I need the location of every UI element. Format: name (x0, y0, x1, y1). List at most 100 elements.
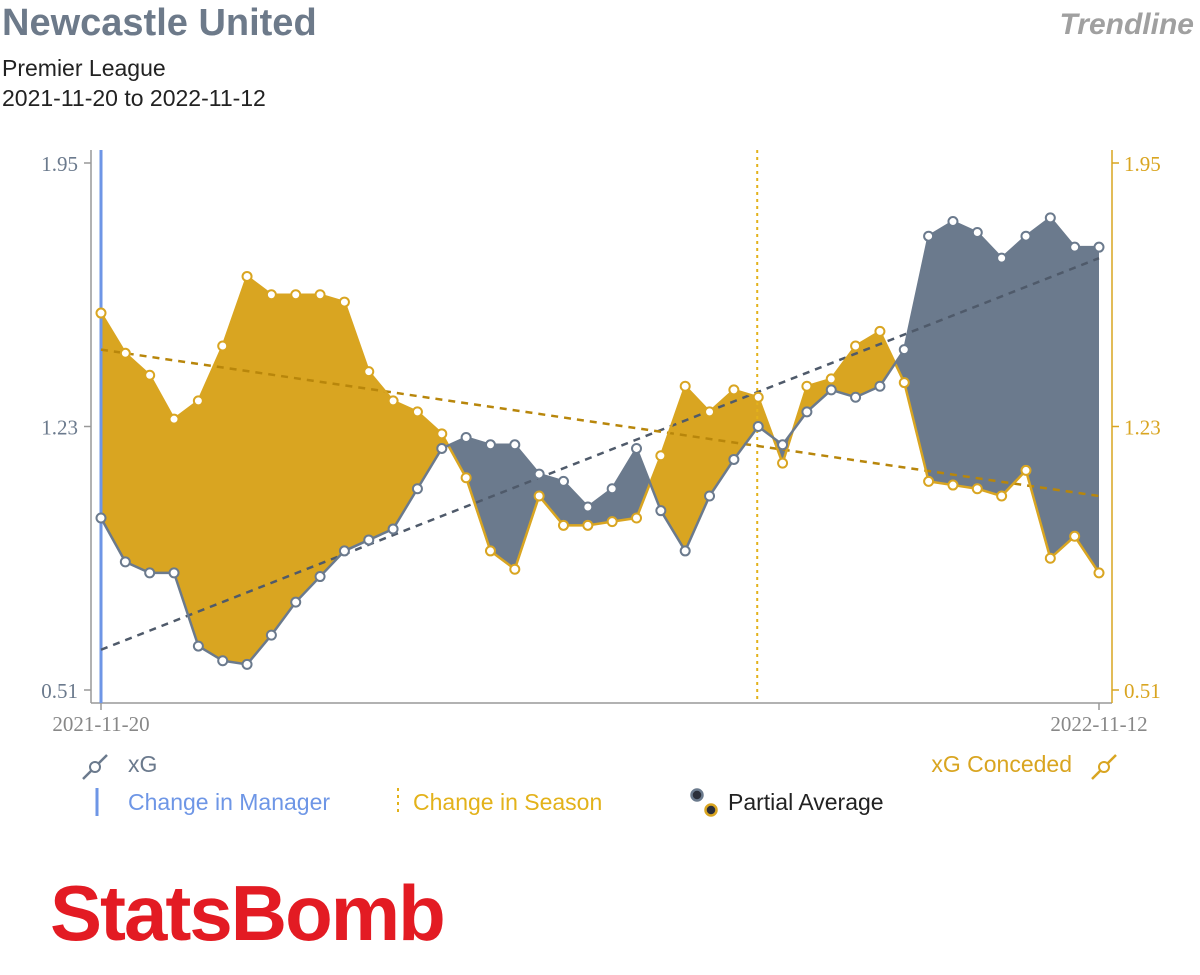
difference-area (101, 276, 449, 665)
xg-point (411, 483, 423, 495)
xg-conceded-point (631, 512, 643, 524)
xg-conceded-point (655, 450, 667, 462)
legend-partial-average-label: Partial Average (728, 789, 884, 815)
xg-point (971, 227, 983, 239)
chart-axes: 1.95 1.23 0.51 1.95 1.23 0.51 2021-11-20 2022-1… (41, 150, 1161, 736)
legend-season-change-label: Change in Season (413, 789, 603, 815)
xg-conceded-point (850, 340, 862, 352)
xg-conceded-point (752, 391, 764, 403)
xg-point (1044, 212, 1056, 224)
legend-partial-average-xg-icon (690, 788, 704, 802)
xg-point (947, 216, 959, 228)
difference-area (448, 437, 651, 570)
xg-point (825, 384, 837, 396)
xg-point (460, 431, 472, 443)
xg-point (192, 640, 204, 652)
legend-xg-icon-point (89, 761, 101, 773)
trend-lines (100, 256, 1100, 651)
xg-conceded-point (144, 369, 156, 381)
xg-point (509, 439, 521, 451)
xg-conceded-point (923, 475, 935, 487)
left-tick-label: 1.23 (41, 416, 78, 440)
xg-conceded-point (1093, 567, 1105, 579)
xg-conceded-point (679, 380, 691, 392)
xg-point (655, 505, 667, 517)
xg-point (752, 421, 764, 432)
xg-trend-line (100, 256, 1100, 651)
xg-conceded-point (582, 519, 594, 531)
xg-conceded-point (874, 325, 886, 337)
xg-conceded-point (777, 457, 789, 469)
trendline-tag: Trendline (1059, 8, 1194, 41)
xg-point (168, 567, 180, 579)
legend-xg-label: xG (128, 751, 158, 777)
xg-conceded-point (1020, 464, 1032, 476)
difference-area (895, 217, 1099, 573)
legend-xg-conceded-label: xG Conceded (931, 751, 1072, 777)
left-tick-label: 0.51 (41, 679, 78, 703)
legend-icons (82, 754, 1117, 817)
xg-point (557, 475, 569, 487)
xg-point (777, 439, 789, 451)
xg-point (436, 442, 448, 454)
xg-point (679, 545, 691, 557)
xg-conceded-point (704, 406, 716, 418)
xg-conceded-point (387, 395, 399, 407)
xg-conceded-point (825, 373, 837, 385)
right-tick-label: 1.23 (1124, 416, 1161, 440)
xg-point (484, 439, 496, 451)
xg-point (704, 490, 716, 502)
xg-point (801, 406, 813, 418)
xg-point (606, 483, 618, 495)
xg-point (728, 453, 740, 465)
xg-conceded-point (947, 479, 959, 491)
xg-conceded-point (606, 516, 618, 528)
xg-conceded-point (557, 519, 569, 531)
xg-conceded-point (509, 563, 521, 575)
xg-conceded-point (971, 483, 983, 495)
xg-point (265, 629, 277, 641)
xg-point (314, 571, 326, 583)
xg-conceded-point (801, 380, 813, 392)
xg-point (290, 596, 302, 608)
xg-point (241, 658, 253, 670)
xg-conceded-point (436, 428, 448, 440)
statsbomb-logo: StatsBomb (50, 869, 446, 957)
xg-point (1069, 241, 1081, 253)
xg-point (387, 523, 399, 535)
xg-point (631, 442, 643, 454)
xg-conceded-point (338, 296, 350, 308)
xg-conceded-point (314, 289, 326, 301)
legend-partial-average-conceded-icon (704, 803, 718, 817)
xg-point (874, 380, 886, 392)
xg-conceded-point (168, 413, 180, 425)
left-tick-label: 1.95 (41, 152, 78, 176)
xg-conceded-point (290, 289, 302, 301)
xg-conceded-point (484, 545, 496, 557)
x-tick-label: 2022-11-12 (1050, 712, 1147, 736)
xg-conceded-point (996, 490, 1008, 502)
difference-area (650, 386, 774, 551)
xg-point (898, 344, 910, 356)
xg-conceded-point (533, 490, 545, 502)
xg-point (996, 252, 1008, 264)
x-tick-label: 2021-11-20 (52, 712, 149, 736)
difference-areas (101, 217, 1099, 665)
date-range-label: 2021-11-20 to 2022-11-12 (2, 85, 266, 111)
xg-conceded-point (192, 395, 204, 407)
xg-conceded-point (265, 289, 277, 301)
legend-xg-conceded-icon-point (1098, 761, 1110, 773)
xg-point (1093, 241, 1105, 253)
xg-point (119, 556, 131, 568)
xg-conceded-point (119, 347, 131, 359)
xg-conceded-point (1069, 530, 1081, 542)
xg-point (1020, 230, 1032, 242)
legend-manager-change-label: Change in Manager (128, 789, 331, 815)
right-tick-label: 1.95 (1124, 152, 1161, 176)
series-points (95, 212, 1105, 670)
xg-conceded-point (411, 406, 423, 418)
xg-point (850, 391, 862, 403)
xg-conceded-point (898, 377, 910, 389)
xg-point (363, 534, 375, 546)
